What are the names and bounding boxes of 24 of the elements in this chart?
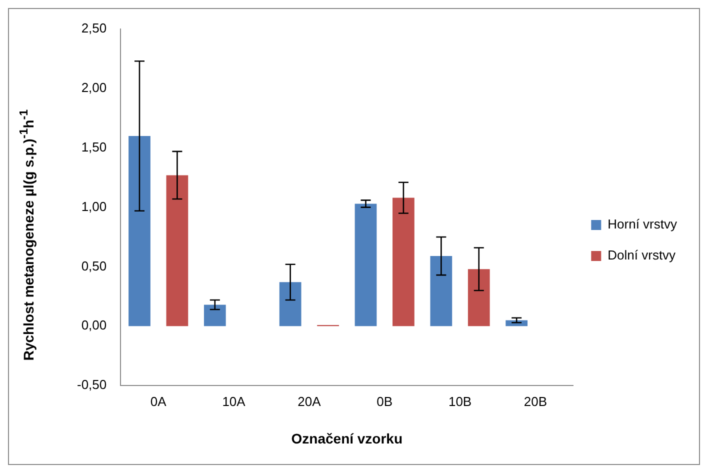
legend-label: Dolní vrstvy <box>608 248 676 263</box>
y-tick-label: 2,50 <box>81 20 107 36</box>
y-tick-label: 1,00 <box>81 198 107 214</box>
x-tick-label: 10B <box>448 394 472 409</box>
x-tick-label: 10A <box>222 394 246 409</box>
x-tick-label: 20B <box>524 394 548 409</box>
bar <box>354 204 377 326</box>
bar <box>468 269 490 326</box>
y-tick-label: 1,50 <box>81 139 107 154</box>
x-tick-label: 0B <box>376 394 393 409</box>
bar <box>279 282 302 326</box>
y-tick-label: 0,00 <box>81 318 107 333</box>
bar <box>204 304 226 326</box>
bar <box>430 256 452 326</box>
y-tick-label: -0,50 <box>76 377 107 392</box>
bar <box>128 136 150 326</box>
x-tick-label: 0A <box>150 394 167 409</box>
y-tick-label: 2,00 <box>81 80 107 96</box>
x-tick-label: 20A <box>298 394 322 409</box>
x-axis-title: Označení vzorku <box>291 430 403 446</box>
bar <box>166 175 188 326</box>
bar <box>392 198 414 326</box>
y-tick-label: 0,50 <box>81 258 107 274</box>
legend-label: Horní vrstvy <box>608 216 678 232</box>
